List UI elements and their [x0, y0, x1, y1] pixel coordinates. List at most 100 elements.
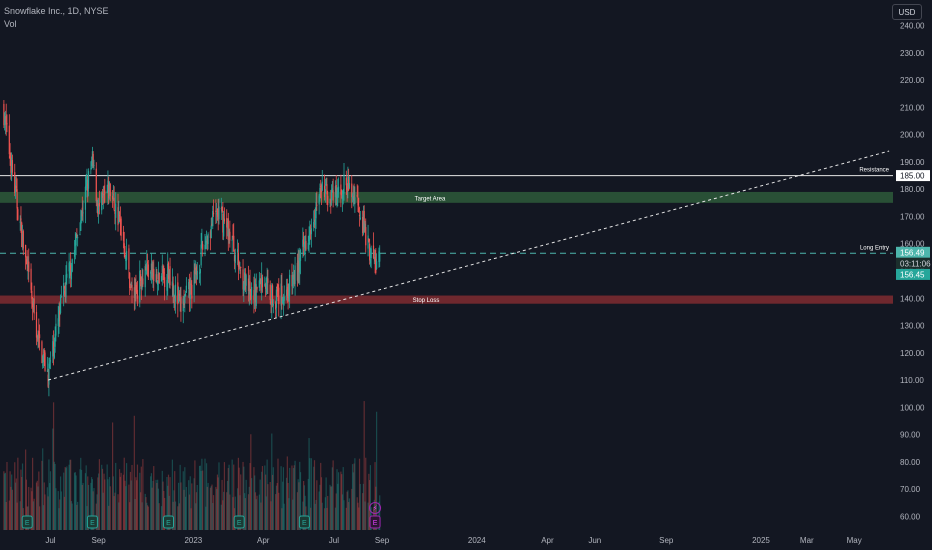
- candle-body[interactable]: [145, 266, 147, 271]
- candle-body[interactable]: [54, 333, 56, 347]
- candle-body[interactable]: [33, 298, 35, 314]
- candle-body[interactable]: [335, 184, 337, 195]
- candle-body[interactable]: [158, 272, 160, 283]
- candle-body[interactable]: [376, 261, 378, 270]
- candle-body[interactable]: [172, 283, 174, 296]
- candle-body[interactable]: [216, 209, 219, 211]
- candle-body[interactable]: [93, 165, 95, 167]
- candle-body[interactable]: [343, 174, 345, 194]
- candle-body[interactable]: [271, 285, 273, 306]
- candle-body[interactable]: [91, 160, 93, 167]
- candle-body[interactable]: [278, 287, 280, 305]
- candle-body[interactable]: [178, 294, 180, 302]
- candle-body[interactable]: [244, 272, 246, 285]
- candle-body[interactable]: [209, 231, 212, 238]
- candle-body[interactable]: [282, 300, 284, 303]
- candle-body[interactable]: [142, 278, 144, 285]
- candle-body[interactable]: [367, 235, 369, 249]
- candle-body[interactable]: [65, 274, 67, 298]
- candle-body[interactable]: [320, 184, 323, 193]
- candle-body[interactable]: [314, 218, 316, 225]
- candle-body[interactable]: [108, 182, 110, 199]
- candle-body[interactable]: [211, 223, 213, 226]
- candle-body[interactable]: [85, 185, 87, 189]
- candle-body[interactable]: [153, 268, 155, 282]
- candle-body[interactable]: [125, 256, 127, 262]
- candle-body[interactable]: [207, 233, 209, 245]
- candle-body[interactable]: [35, 312, 38, 338]
- candle-body[interactable]: [358, 215, 361, 217]
- candle-body[interactable]: [250, 286, 253, 296]
- candle-body[interactable]: [237, 249, 239, 253]
- candle-body[interactable]: [30, 268, 32, 290]
- candle-body[interactable]: [275, 289, 278, 308]
- candle-body[interactable]: [369, 243, 371, 261]
- candle-body[interactable]: [36, 335, 38, 338]
- candle-body[interactable]: [283, 296, 285, 301]
- candle-body[interactable]: [111, 195, 114, 200]
- candle-body[interactable]: [87, 171, 90, 189]
- candle-body[interactable]: [233, 235, 235, 252]
- candle-body[interactable]: [368, 238, 370, 242]
- candle-body[interactable]: [136, 289, 139, 299]
- candle-body[interactable]: [189, 282, 191, 300]
- candle-body[interactable]: [282, 299, 285, 305]
- candle-body[interactable]: [152, 272, 154, 277]
- candle-body[interactable]: [4, 122, 6, 124]
- candle-body[interactable]: [315, 201, 317, 219]
- candle-body[interactable]: [174, 295, 176, 299]
- earnings-icon[interactable]: [233, 515, 245, 529]
- candle-body[interactable]: [364, 223, 366, 231]
- candle-body[interactable]: [292, 276, 294, 286]
- candle-body[interactable]: [184, 293, 187, 297]
- candle-body[interactable]: [266, 279, 268, 281]
- candle-body[interactable]: [378, 251, 380, 262]
- candle-body[interactable]: [80, 210, 83, 222]
- candle-body[interactable]: [70, 269, 73, 280]
- candle-body[interactable]: [362, 217, 364, 233]
- candle-body[interactable]: [226, 221, 229, 229]
- candle-body[interactable]: [196, 271, 198, 279]
- candle-body[interactable]: [347, 176, 349, 187]
- candle-body[interactable]: [84, 186, 87, 210]
- candle-body[interactable]: [41, 341, 43, 364]
- candle-body[interactable]: [260, 278, 262, 291]
- candle-body[interactable]: [233, 255, 236, 262]
- candle-body[interactable]: [106, 190, 108, 193]
- candle-body[interactable]: [20, 218, 22, 221]
- candle-body[interactable]: [362, 214, 365, 234]
- candle-body[interactable]: [95, 168, 97, 202]
- candle-body[interactable]: [133, 287, 135, 298]
- candle-body[interactable]: [204, 244, 206, 250]
- candle-body[interactable]: [79, 234, 81, 236]
- candle-body[interactable]: [249, 281, 251, 292]
- candle-body[interactable]: [296, 262, 299, 281]
- candle-body[interactable]: [195, 269, 197, 272]
- candle-body[interactable]: [5, 116, 7, 125]
- candle-body[interactable]: [227, 218, 229, 241]
- candle-body[interactable]: [334, 186, 337, 198]
- candle-body[interactable]: [42, 364, 44, 366]
- candle-body[interactable]: [150, 263, 153, 271]
- candle-body[interactable]: [92, 153, 94, 167]
- candle-body[interactable]: [253, 290, 255, 300]
- candle-body[interactable]: [297, 260, 299, 282]
- candle-body[interactable]: [352, 192, 354, 194]
- candle-body[interactable]: [171, 281, 173, 286]
- candle-body[interactable]: [331, 188, 333, 191]
- candle-body[interactable]: [231, 239, 233, 241]
- candle-body[interactable]: [341, 191, 343, 196]
- candle-body[interactable]: [73, 249, 76, 257]
- candle-body[interactable]: [320, 185, 322, 188]
- last-price-tag-bg[interactable]: [896, 268, 930, 280]
- candle-body[interactable]: [326, 184, 328, 195]
- candle-body[interactable]: [303, 244, 305, 246]
- candle-body[interactable]: [200, 244, 202, 266]
- candle-body[interactable]: [221, 206, 223, 211]
- candle-body[interactable]: [11, 160, 14, 173]
- candle-body[interactable]: [129, 272, 131, 289]
- candle-body[interactable]: [160, 275, 163, 282]
- candle-body[interactable]: [156, 274, 158, 282]
